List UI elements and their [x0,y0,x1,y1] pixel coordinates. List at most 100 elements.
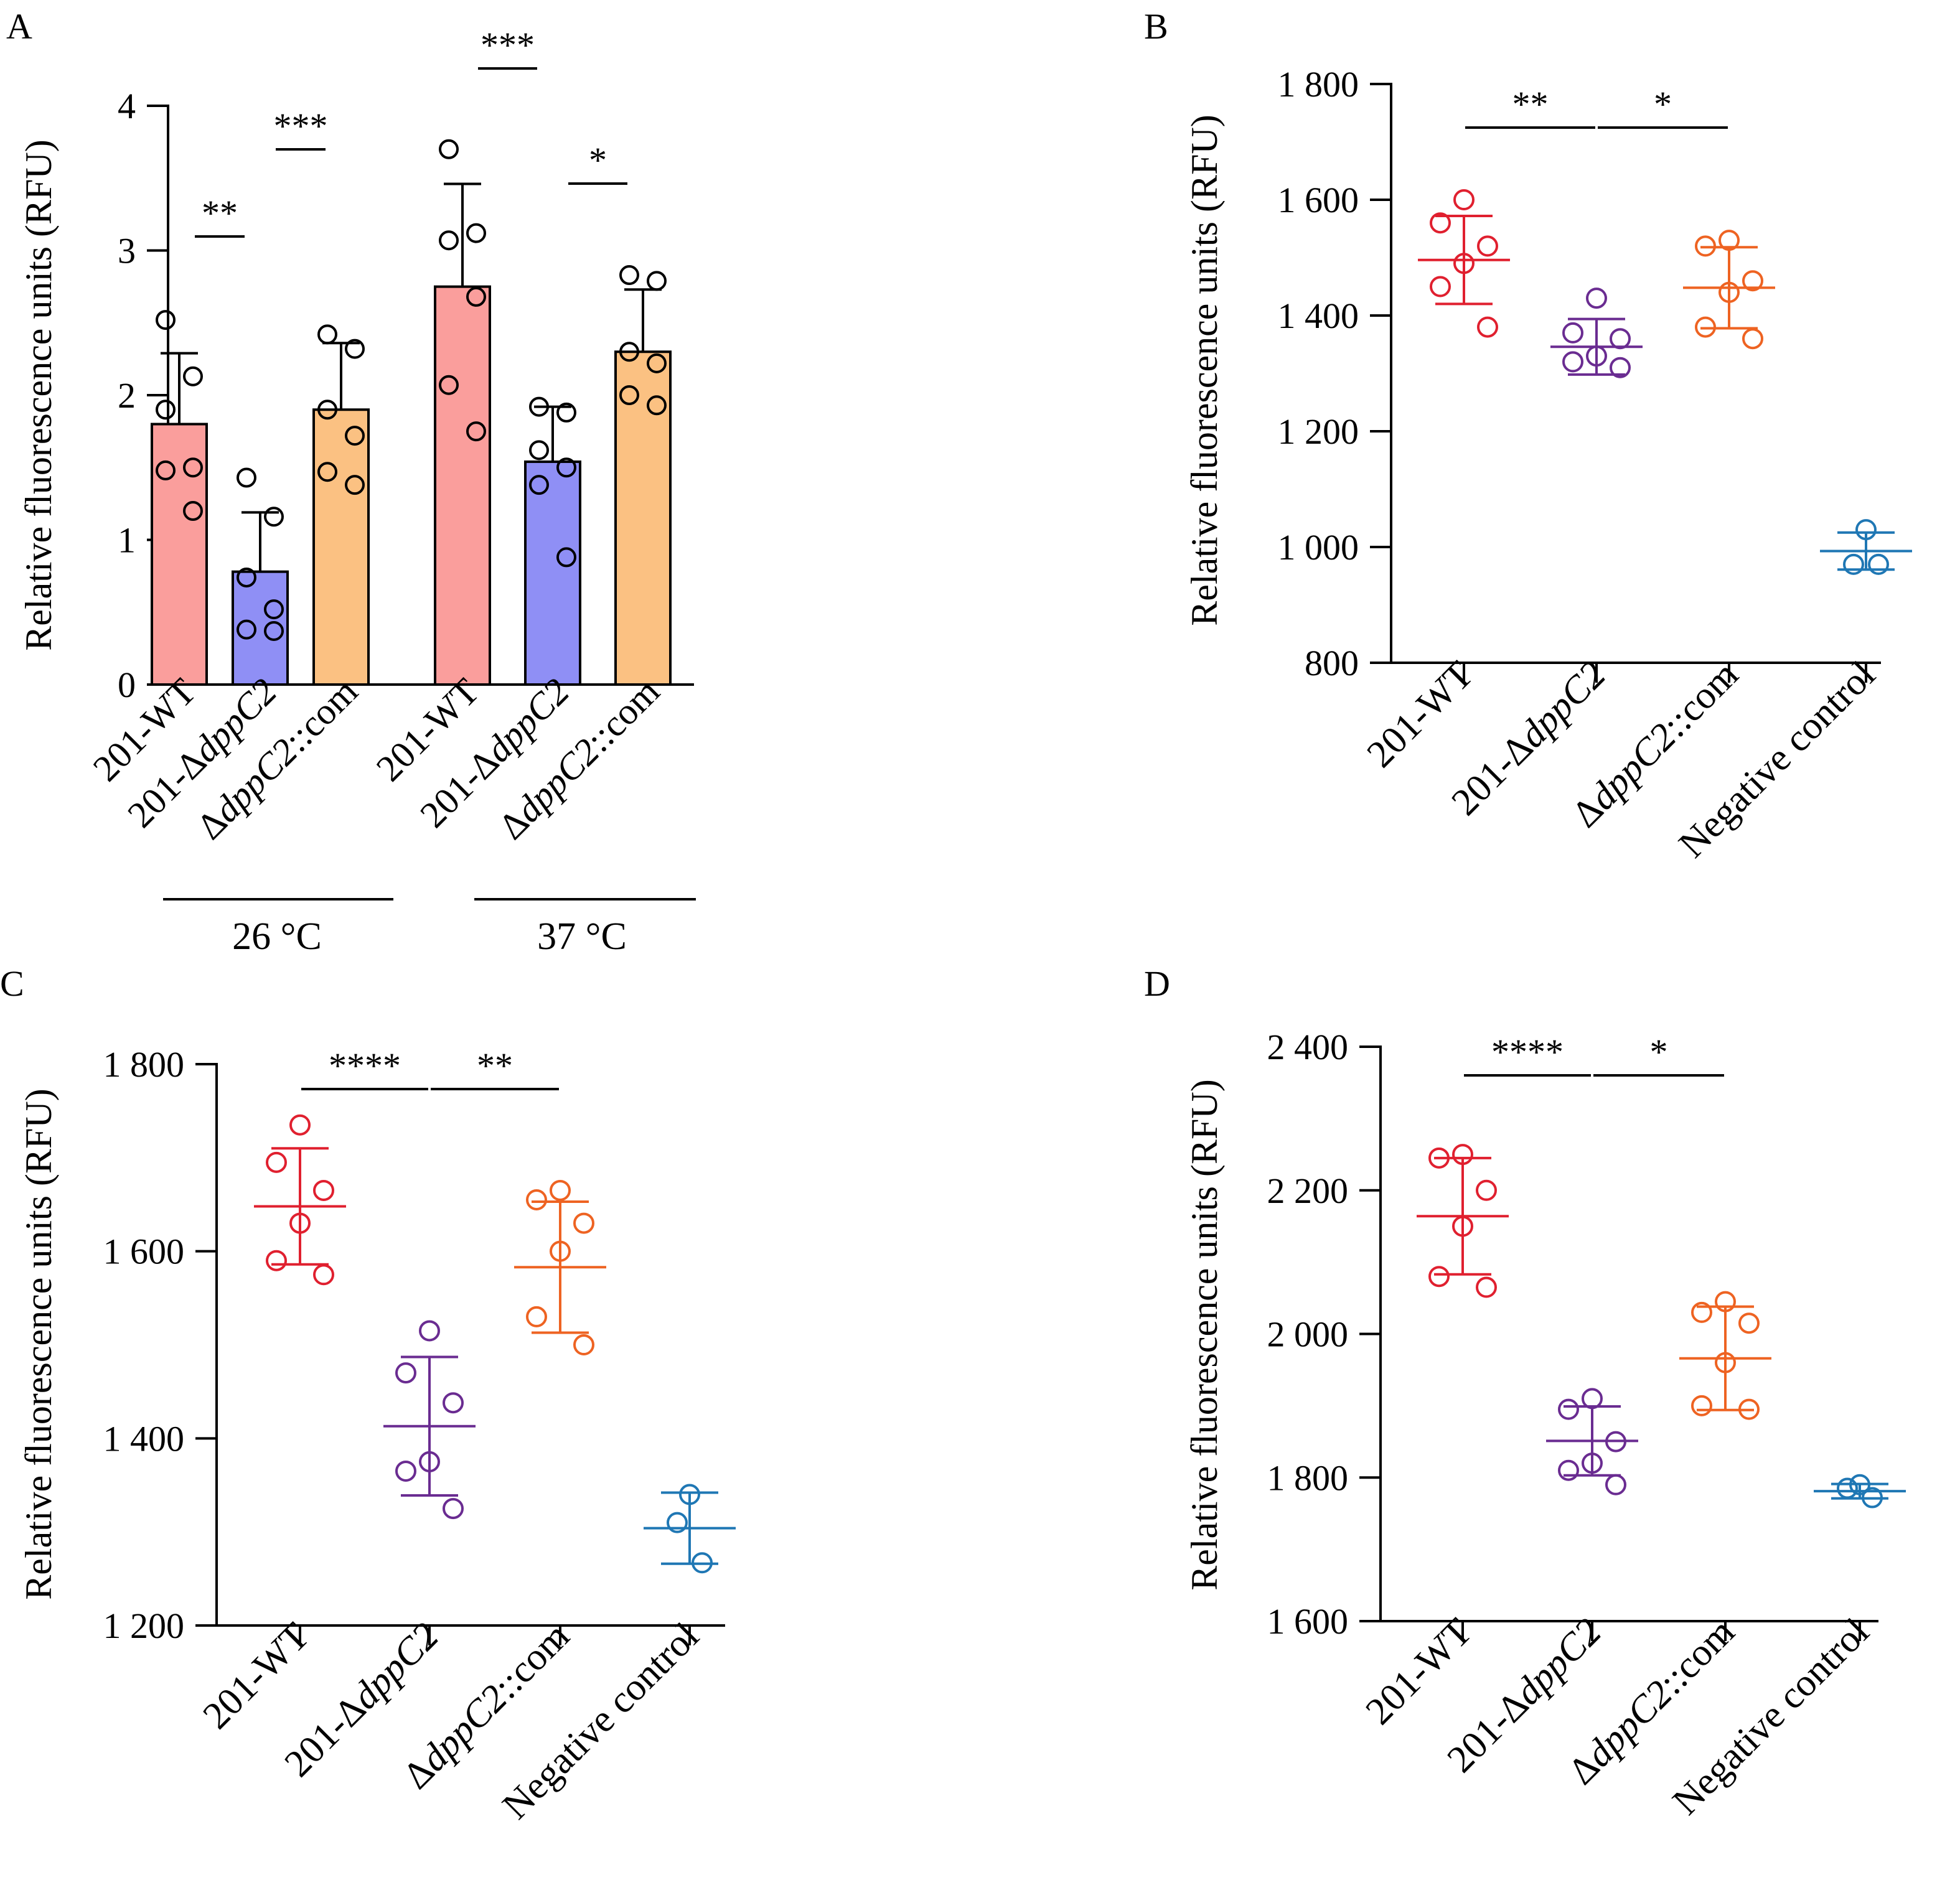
data-point [466,223,486,243]
panel-letter: D [1144,963,1170,1004]
data-point [264,507,284,527]
data-point [183,366,203,386]
data-point [647,395,667,416]
y-tick-label: 1 800 [1278,64,1359,105]
data-point [1695,235,1716,257]
data-point [156,400,176,420]
data-point [345,475,365,495]
data-point [317,400,337,420]
data-point [264,599,284,620]
data-point [1582,1388,1603,1410]
data-point [556,547,576,568]
data-point [679,1484,700,1505]
bar [312,408,370,686]
data-point [439,375,459,395]
data-point [443,1498,464,1520]
data-point [317,462,337,482]
data-point [1868,553,1889,575]
data-point [156,310,176,330]
data-point [1562,351,1583,373]
data-point [1582,1452,1603,1474]
data-point [395,1362,416,1384]
data-point [1452,1144,1473,1166]
data-point [266,1151,287,1173]
y-axis-label: Relative fluorescence units (RFU) [1184,1079,1225,1590]
data-point [1738,1312,1760,1334]
data-point [289,1114,311,1136]
data-point [1453,253,1475,274]
y-tick-label: 1 800 [1267,1457,1349,1498]
bar [614,350,672,686]
data-point [1562,322,1583,344]
data-point [183,457,203,478]
y-axis-label: Relative fluorescence units (RFU) [18,139,59,650]
data-point [1477,235,1498,257]
data-point [1610,328,1631,350]
data-point [1742,270,1763,292]
data-point [266,1250,287,1271]
panel-b: B 800 1 000 1 200 1 400 1 600 1 800 Relative fl… [1144,6,1912,866]
y-tick-label: 800 [1305,643,1359,683]
data-point [466,421,486,442]
data-point [1586,345,1607,367]
data-point [313,1264,334,1286]
data-point [1452,1215,1473,1237]
x-tick-label: 201-WT [195,1615,317,1738]
data-point [1719,281,1740,303]
panel-letter: A [6,6,32,47]
panel-c: C 1 200 1 400 1 600 1 800 Relative fluorescen… [0,963,736,1827]
significance-label: *** [481,25,535,65]
data-point [619,385,639,405]
data-point [529,440,549,461]
data-point [1837,1477,1858,1499]
y-tick-label: 1 400 [103,1418,185,1459]
x-tick-label: 201-WT [1359,653,1481,776]
data-point [395,1460,416,1482]
data-point [1610,357,1631,378]
data-point [667,1512,688,1533]
data-point [1453,189,1475,210]
data-point [237,619,256,640]
data-point [526,1306,547,1327]
y-tick-label: 1 400 [1278,296,1359,336]
data-point [647,353,667,373]
data-point [419,1320,440,1342]
data-point [1605,1431,1626,1452]
data-point [1862,1487,1883,1508]
data-point [556,402,576,423]
y-tick-label: 1 000 [1278,527,1359,568]
y-tick-label: 0 [118,665,136,705]
panel-letter: C [0,963,24,1004]
data-point [1558,1398,1579,1420]
data-point [419,1451,440,1472]
panel-a: A 0 1 2 3 4 Relative fluorescence units (RFU) 2… [6,6,696,958]
data-point [1715,1352,1736,1373]
data-point [345,339,365,359]
data-point [619,342,639,362]
significance-label: ** [1512,84,1549,124]
data-point [1843,553,1864,575]
bar [151,423,208,686]
data-point [550,1179,571,1201]
data-point [156,460,176,480]
y-tick-label: 1 200 [103,1606,185,1646]
x-tick-label: 201-WT [1357,1611,1480,1733]
y-tick-label: 1 600 [1278,180,1359,220]
data-point [647,271,667,291]
data-point [1428,1147,1450,1169]
data-point [313,1179,334,1201]
y-tick-label: 1 600 [103,1232,185,1272]
y-tick-label: 1 800 [103,1044,185,1085]
data-point [237,567,256,587]
data-point [529,396,549,417]
data-point [183,501,203,521]
data-point [439,230,459,251]
y-axis-label: Relative fluorescence units (RFU) [18,1088,59,1599]
data-point [1719,230,1740,251]
data-point [237,467,256,488]
data-point [619,265,639,286]
data-point [466,286,486,307]
y-tick-label: 1 [118,520,136,561]
significance-label: * [1650,1032,1668,1072]
